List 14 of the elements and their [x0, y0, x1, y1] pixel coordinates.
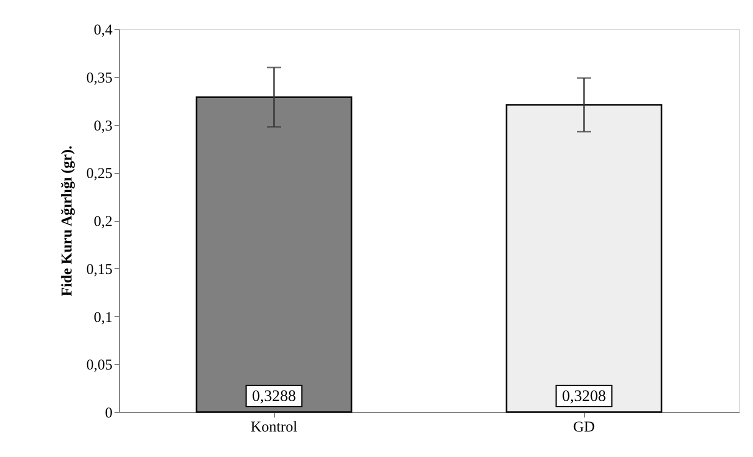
y-tick-label: 0,1: [94, 310, 112, 326]
y-tick-label: 0,15: [86, 262, 112, 278]
y-tick-label: 0,05: [86, 358, 112, 374]
y-axis-title: Fide Kuru Ağırlığı (gr).: [59, 145, 76, 296]
y-tick-label: 0,3: [94, 118, 112, 134]
x-tick-label: GD: [573, 420, 595, 436]
y-tick-label: 0: [105, 406, 112, 422]
data-label: 0,3208: [562, 388, 606, 405]
y-tick-label: 0,2: [94, 214, 112, 230]
data-label: 0,3288: [252, 388, 296, 405]
y-tick-label: 0,4: [94, 22, 113, 38]
y-tick-label: 0,35: [86, 70, 112, 86]
y-tick-label: 0,25: [86, 166, 112, 182]
x-tick-label: Kontrol: [250, 420, 298, 436]
